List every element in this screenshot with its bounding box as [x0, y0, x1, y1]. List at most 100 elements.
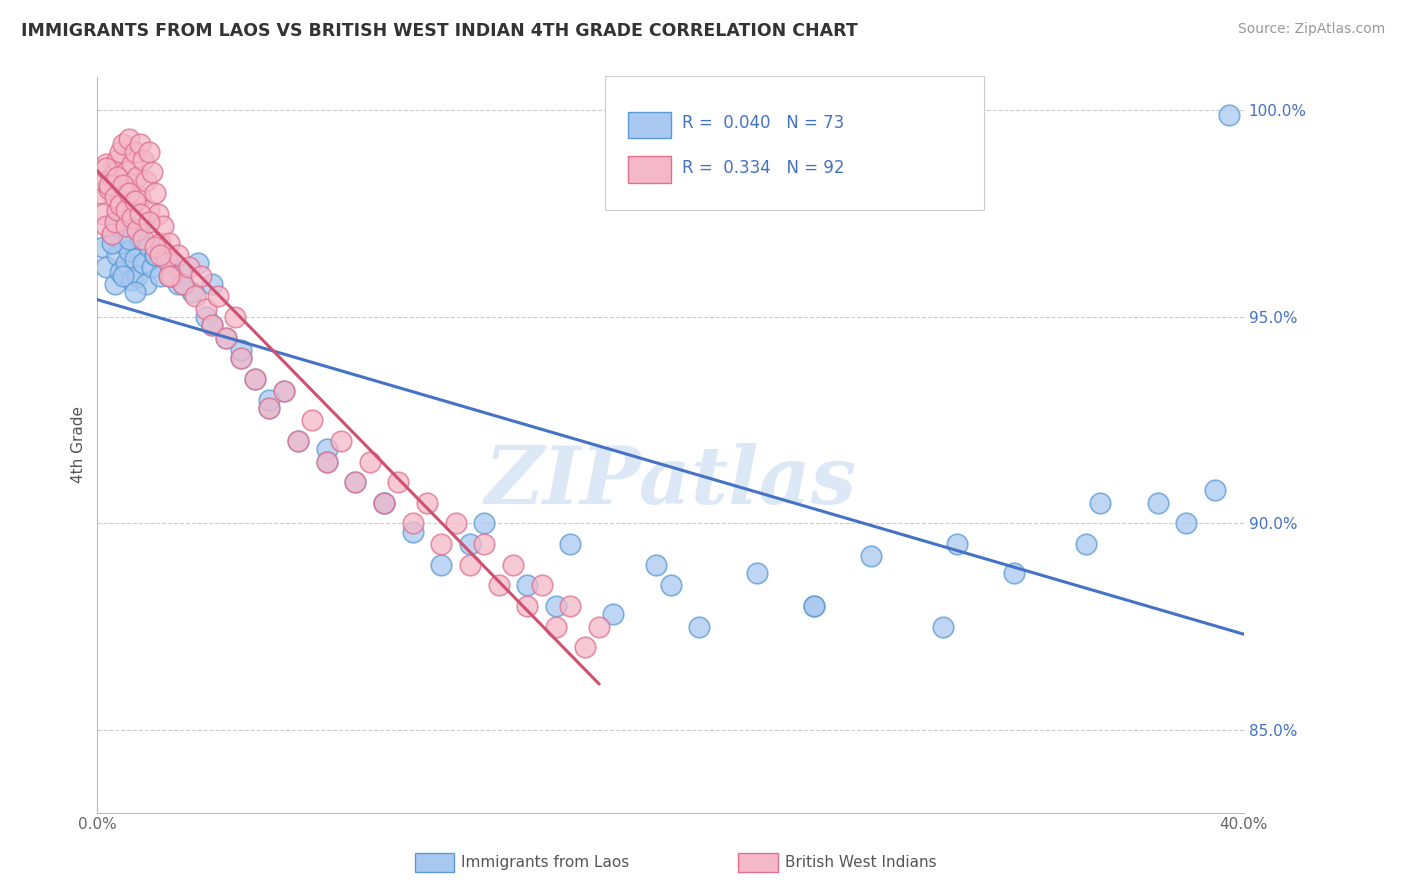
Point — [315, 454, 337, 468]
Point — [157, 268, 180, 283]
Point — [146, 207, 169, 221]
Point — [141, 260, 163, 275]
Point — [602, 607, 624, 622]
Point — [560, 599, 582, 613]
Point — [143, 248, 166, 262]
Point — [273, 384, 295, 399]
Point — [1204, 483, 1226, 498]
Point — [138, 202, 160, 217]
Point — [201, 318, 224, 333]
Point — [141, 165, 163, 179]
Point — [416, 496, 439, 510]
Point — [243, 372, 266, 386]
Point — [166, 248, 188, 262]
Point — [103, 215, 125, 229]
Point — [91, 207, 114, 221]
Point — [259, 401, 281, 415]
Point — [118, 186, 141, 200]
Point — [118, 132, 141, 146]
Point — [107, 169, 129, 184]
Point — [373, 496, 395, 510]
Point — [184, 289, 207, 303]
Point — [100, 169, 122, 184]
Point — [516, 578, 538, 592]
Point — [181, 285, 204, 300]
Point — [207, 289, 229, 303]
Point — [201, 318, 224, 333]
Point — [259, 392, 281, 407]
Point — [127, 268, 149, 283]
Point — [129, 190, 152, 204]
Point — [118, 182, 141, 196]
Point — [195, 310, 218, 324]
Point — [530, 578, 553, 592]
Point — [115, 256, 138, 270]
Point — [803, 599, 825, 613]
Point — [152, 219, 174, 233]
Point — [560, 537, 582, 551]
Point — [100, 227, 122, 242]
Point — [149, 235, 172, 250]
Point — [124, 194, 146, 209]
Point — [458, 558, 481, 572]
Point — [135, 174, 157, 188]
Point — [1175, 516, 1198, 531]
Point — [946, 537, 969, 551]
Point — [110, 198, 132, 212]
Point — [803, 599, 825, 613]
Point — [118, 231, 141, 245]
Point — [1146, 496, 1168, 510]
Point — [166, 277, 188, 291]
Point — [688, 620, 710, 634]
Point — [97, 178, 120, 192]
Point — [172, 277, 194, 291]
Y-axis label: 4th Grade: 4th Grade — [72, 407, 86, 483]
Point — [132, 256, 155, 270]
Point — [115, 165, 138, 179]
Text: R =  0.334   N = 92: R = 0.334 N = 92 — [682, 159, 845, 177]
Point — [229, 351, 252, 366]
Point — [103, 190, 125, 204]
Point — [103, 277, 125, 291]
Point — [121, 207, 143, 221]
Point — [132, 231, 155, 245]
Point — [201, 277, 224, 291]
Point — [124, 145, 146, 159]
Point — [129, 207, 152, 221]
Point — [110, 264, 132, 278]
Point — [132, 153, 155, 167]
Point — [544, 599, 567, 613]
Point — [94, 161, 117, 176]
Point — [472, 516, 495, 531]
Point — [273, 384, 295, 399]
Point — [138, 240, 160, 254]
Point — [544, 620, 567, 634]
Point — [155, 252, 177, 267]
Point — [187, 256, 209, 270]
Point — [502, 558, 524, 572]
Point — [860, 549, 883, 564]
Point — [301, 413, 323, 427]
Point — [112, 186, 135, 200]
Point — [107, 153, 129, 167]
Point — [287, 434, 309, 448]
Point — [112, 136, 135, 151]
Point — [444, 516, 467, 531]
Point — [127, 223, 149, 237]
Point — [1076, 537, 1098, 551]
Point — [215, 330, 238, 344]
Point — [143, 248, 166, 262]
Point — [659, 578, 682, 592]
Point — [129, 136, 152, 151]
Point — [1090, 496, 1112, 510]
Point — [127, 169, 149, 184]
Point — [124, 194, 146, 209]
Point — [1218, 107, 1240, 121]
Point — [387, 475, 409, 490]
Text: British West Indians: British West Indians — [785, 855, 936, 870]
Point — [107, 202, 129, 217]
Text: Immigrants from Laos: Immigrants from Laos — [461, 855, 630, 870]
Point — [94, 260, 117, 275]
Point — [172, 277, 194, 291]
Point — [574, 640, 596, 655]
